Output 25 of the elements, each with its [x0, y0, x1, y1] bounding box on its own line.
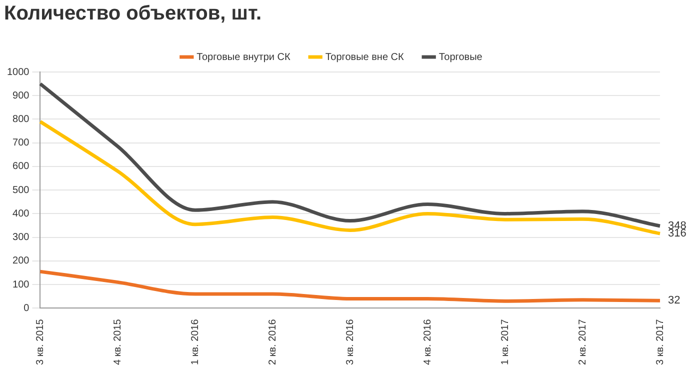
- y-tick-label: 200: [12, 256, 30, 267]
- x-tick-label: 1 кв. 2016: [190, 318, 201, 366]
- x-tick-label: 2 кв. 2016: [267, 318, 278, 366]
- x-tick-label: 2 кв. 2017: [577, 318, 588, 366]
- data-label: 32: [668, 294, 680, 307]
- x-tick-label: 4 кв. 2015: [112, 318, 124, 366]
- y-tick-label: 1000: [6, 66, 30, 78]
- x-tick-label: 3 кв. 2015: [34, 318, 46, 366]
- y-tick-label: 800: [12, 114, 30, 125]
- y-tick-label: 700: [12, 138, 30, 149]
- x-tick-label: 4 кв. 2016: [422, 318, 434, 366]
- legend-label: Торговые вне СК: [325, 52, 404, 63]
- y-tick-label: 600: [12, 161, 30, 172]
- y-tick-label: 300: [12, 232, 30, 244]
- chart-title: Количество объектов, шт.: [4, 2, 262, 25]
- legend-label: Торговые внутри СК: [196, 52, 291, 63]
- x-tick-label: 3 кв. 2016: [344, 318, 356, 366]
- y-tick-label: 500: [12, 184, 30, 196]
- y-tick-label: 0: [24, 302, 30, 314]
- y-tick-label: 400: [12, 208, 30, 220]
- y-tick-label: 900: [12, 90, 30, 102]
- x-tick-label: 3 кв. 2017: [654, 318, 666, 366]
- x-tick-label: 1 кв. 2017: [500, 318, 511, 366]
- legend-label: Торговые: [438, 52, 483, 63]
- y-tick-label: 100: [12, 279, 30, 290]
